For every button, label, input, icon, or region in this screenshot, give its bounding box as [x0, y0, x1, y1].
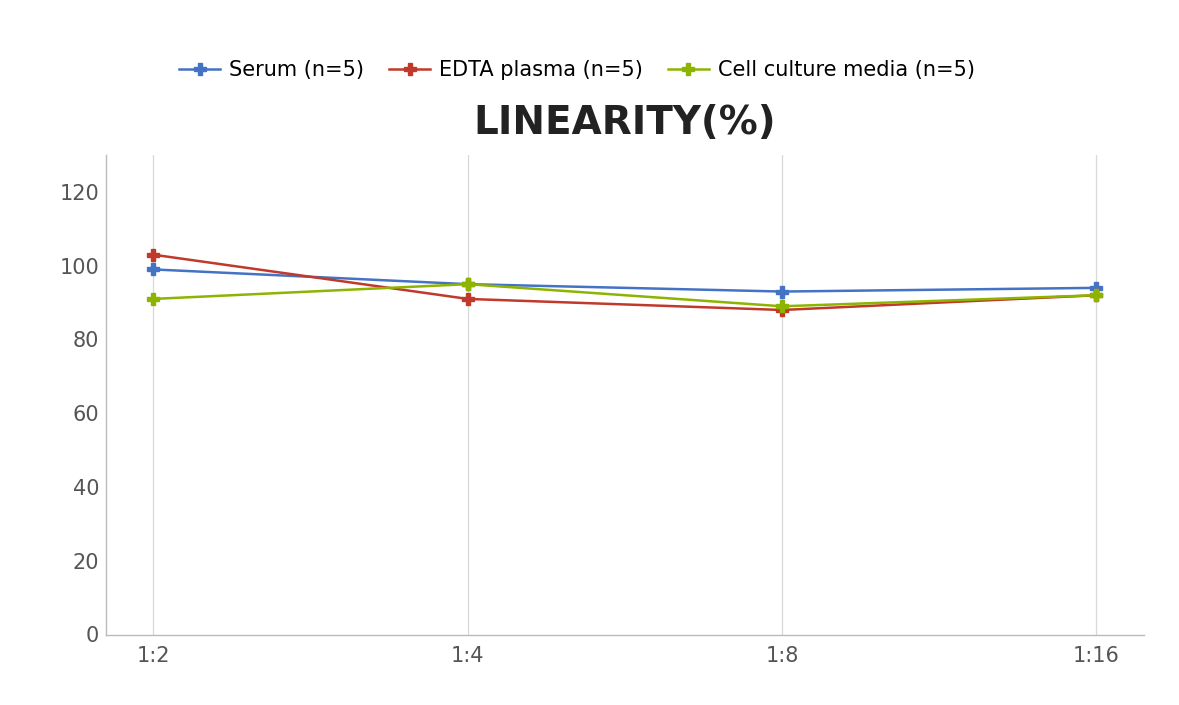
EDTA plasma (n=5) — [146, 250, 160, 259]
Cell culture media (n=5) — [461, 280, 475, 288]
Serum (n=5) — [775, 288, 789, 296]
Serum (n=5) — [1089, 283, 1104, 292]
Line: Cell culture media (n=5): Cell culture media (n=5) — [147, 278, 1102, 312]
EDTA plasma (n=5) — [775, 306, 789, 314]
Serum (n=5) — [461, 280, 475, 288]
Cell culture media (n=5) — [146, 295, 160, 303]
Cell culture media (n=5) — [1089, 291, 1104, 300]
Line: Serum (n=5): Serum (n=5) — [147, 263, 1102, 298]
Legend: Serum (n=5), EDTA plasma (n=5), Cell culture media (n=5): Serum (n=5), EDTA plasma (n=5), Cell cul… — [179, 60, 975, 80]
EDTA plasma (n=5) — [1089, 291, 1104, 300]
Line: EDTA plasma (n=5): EDTA plasma (n=5) — [147, 248, 1102, 317]
Title: LINEARITY(%): LINEARITY(%) — [474, 104, 776, 142]
Serum (n=5) — [146, 265, 160, 274]
EDTA plasma (n=5) — [461, 295, 475, 303]
Cell culture media (n=5) — [775, 302, 789, 310]
